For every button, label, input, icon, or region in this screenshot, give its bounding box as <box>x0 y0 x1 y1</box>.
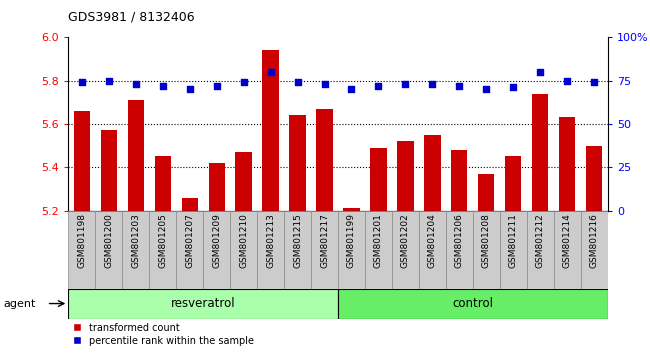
Text: resveratrol: resveratrol <box>171 297 235 310</box>
Bar <box>209 163 225 211</box>
Bar <box>451 150 467 211</box>
Point <box>427 81 437 87</box>
Point <box>589 79 599 85</box>
Text: GSM801205: GSM801205 <box>158 213 167 268</box>
Bar <box>311 211 338 289</box>
Bar <box>150 211 176 289</box>
Bar <box>473 211 500 289</box>
Point <box>508 85 519 90</box>
Bar <box>586 145 603 211</box>
Point <box>319 81 330 87</box>
Bar <box>122 211 150 289</box>
Bar <box>392 211 419 289</box>
Point <box>265 69 276 75</box>
Point <box>211 83 222 88</box>
Bar <box>505 156 521 211</box>
Bar <box>554 211 581 289</box>
Bar <box>73 111 90 211</box>
Text: GSM801210: GSM801210 <box>239 213 248 268</box>
Bar <box>181 198 198 211</box>
Point <box>373 83 384 88</box>
Text: GSM801211: GSM801211 <box>509 213 518 268</box>
Bar <box>203 211 230 289</box>
Text: GSM801203: GSM801203 <box>131 213 140 268</box>
Bar <box>581 211 608 289</box>
Text: agent: agent <box>3 298 36 309</box>
Bar <box>478 174 495 211</box>
Bar <box>370 148 387 211</box>
Bar <box>397 141 413 211</box>
Bar <box>446 211 473 289</box>
Text: GSM801215: GSM801215 <box>293 213 302 268</box>
Bar <box>532 93 549 211</box>
Bar <box>284 211 311 289</box>
Text: GSM801201: GSM801201 <box>374 213 383 268</box>
Bar <box>95 211 122 289</box>
Bar <box>317 109 333 211</box>
Bar <box>257 211 284 289</box>
Text: GSM801207: GSM801207 <box>185 213 194 268</box>
Bar <box>176 211 203 289</box>
Text: GSM801208: GSM801208 <box>482 213 491 268</box>
Text: GSM801212: GSM801212 <box>536 213 545 268</box>
Bar <box>559 118 575 211</box>
Text: GSM801200: GSM801200 <box>104 213 113 268</box>
Text: GSM801213: GSM801213 <box>266 213 275 268</box>
Point <box>157 83 168 88</box>
Bar <box>68 289 338 319</box>
Bar <box>338 289 608 319</box>
Point <box>346 86 357 92</box>
Bar <box>419 211 446 289</box>
Point <box>239 79 249 85</box>
Bar <box>101 130 117 211</box>
Bar <box>68 211 95 289</box>
Text: GSM801202: GSM801202 <box>401 213 410 268</box>
Text: GSM801204: GSM801204 <box>428 213 437 268</box>
Point <box>292 79 303 85</box>
Point <box>185 86 195 92</box>
Bar <box>343 209 359 211</box>
Text: GSM801217: GSM801217 <box>320 213 329 268</box>
Bar <box>424 135 441 211</box>
Legend: transformed count, percentile rank within the sample: transformed count, percentile rank withi… <box>73 323 254 346</box>
Point <box>454 83 465 88</box>
Point <box>77 79 87 85</box>
Text: GSM801198: GSM801198 <box>77 213 86 268</box>
Text: GSM801214: GSM801214 <box>563 213 572 268</box>
Bar <box>230 211 257 289</box>
Bar <box>338 211 365 289</box>
Text: GSM801199: GSM801199 <box>347 213 356 268</box>
Bar <box>155 156 171 211</box>
Point <box>481 86 491 92</box>
Text: GSM801216: GSM801216 <box>590 213 599 268</box>
Point <box>535 69 545 75</box>
Bar <box>500 211 527 289</box>
Point <box>103 78 114 84</box>
Text: GSM801209: GSM801209 <box>212 213 221 268</box>
Text: control: control <box>452 297 493 310</box>
Bar <box>235 152 252 211</box>
Text: GDS3981 / 8132406: GDS3981 / 8132406 <box>68 11 195 24</box>
Text: GSM801206: GSM801206 <box>455 213 464 268</box>
Bar <box>127 100 144 211</box>
Bar <box>263 50 279 211</box>
Point <box>562 78 573 84</box>
Point <box>131 81 141 87</box>
Point <box>400 81 411 87</box>
Bar <box>527 211 554 289</box>
Bar <box>289 115 306 211</box>
Bar <box>365 211 392 289</box>
